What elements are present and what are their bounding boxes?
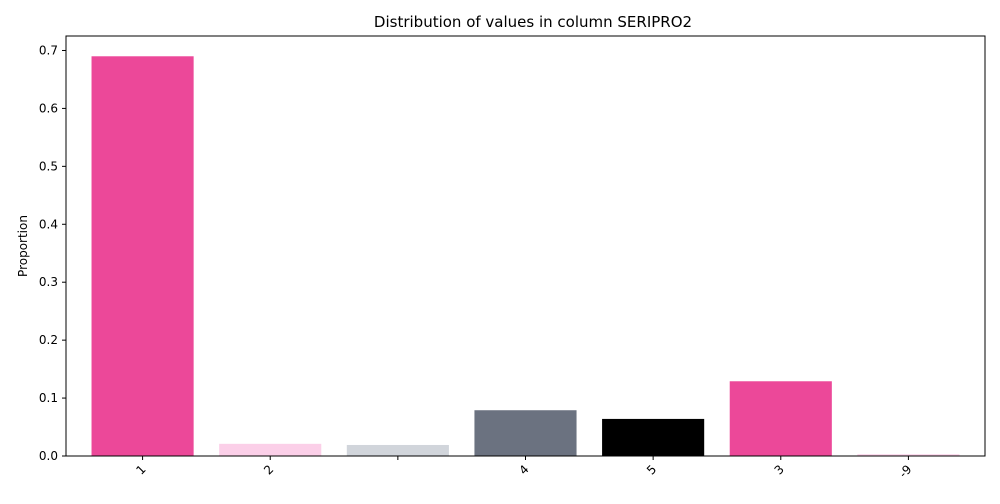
y-axis-label: Proportion — [16, 215, 30, 277]
bar-5 — [729, 381, 832, 456]
y-tick-label-0: 0.0 — [39, 449, 58, 463]
x-tick-label-4: 5 — [644, 462, 659, 477]
x-tick-label-6: -9 — [896, 462, 914, 480]
x-tick-label-0: 1 — [133, 462, 148, 477]
y-tick-label-2: 0.2 — [39, 333, 58, 347]
bar-6 — [857, 454, 960, 456]
bars-group — [91, 56, 960, 456]
x-axis-ticks: 1 2 4 5 3 -9 — [133, 456, 915, 481]
x-tick-label-1: 2 — [261, 462, 276, 477]
plot-frame — [65, 35, 986, 457]
bar-0 — [91, 56, 194, 456]
x-tick-label-3: 4 — [516, 462, 531, 477]
bar-1 — [219, 443, 322, 456]
y-tick-label-4: 0.4 — [39, 217, 58, 231]
bar-3 — [474, 410, 577, 456]
bar-4 — [602, 418, 705, 456]
x-tick-label-5: 3 — [772, 462, 787, 477]
bar-2 — [346, 444, 449, 456]
y-tick-label-5: 0.5 — [39, 159, 58, 173]
y-tick-label-3: 0.3 — [39, 275, 58, 289]
chart-title: Distribution of values in column SERIPRO… — [374, 13, 692, 31]
y-tick-label-7: 0.7 — [39, 43, 58, 57]
y-tick-label-6: 0.6 — [39, 101, 58, 115]
y-tick-label-1: 0.1 — [39, 391, 58, 405]
y-axis-ticks: 0.0 0.1 0.2 0.3 0.4 0.5 0.6 0.7 — [39, 43, 66, 463]
